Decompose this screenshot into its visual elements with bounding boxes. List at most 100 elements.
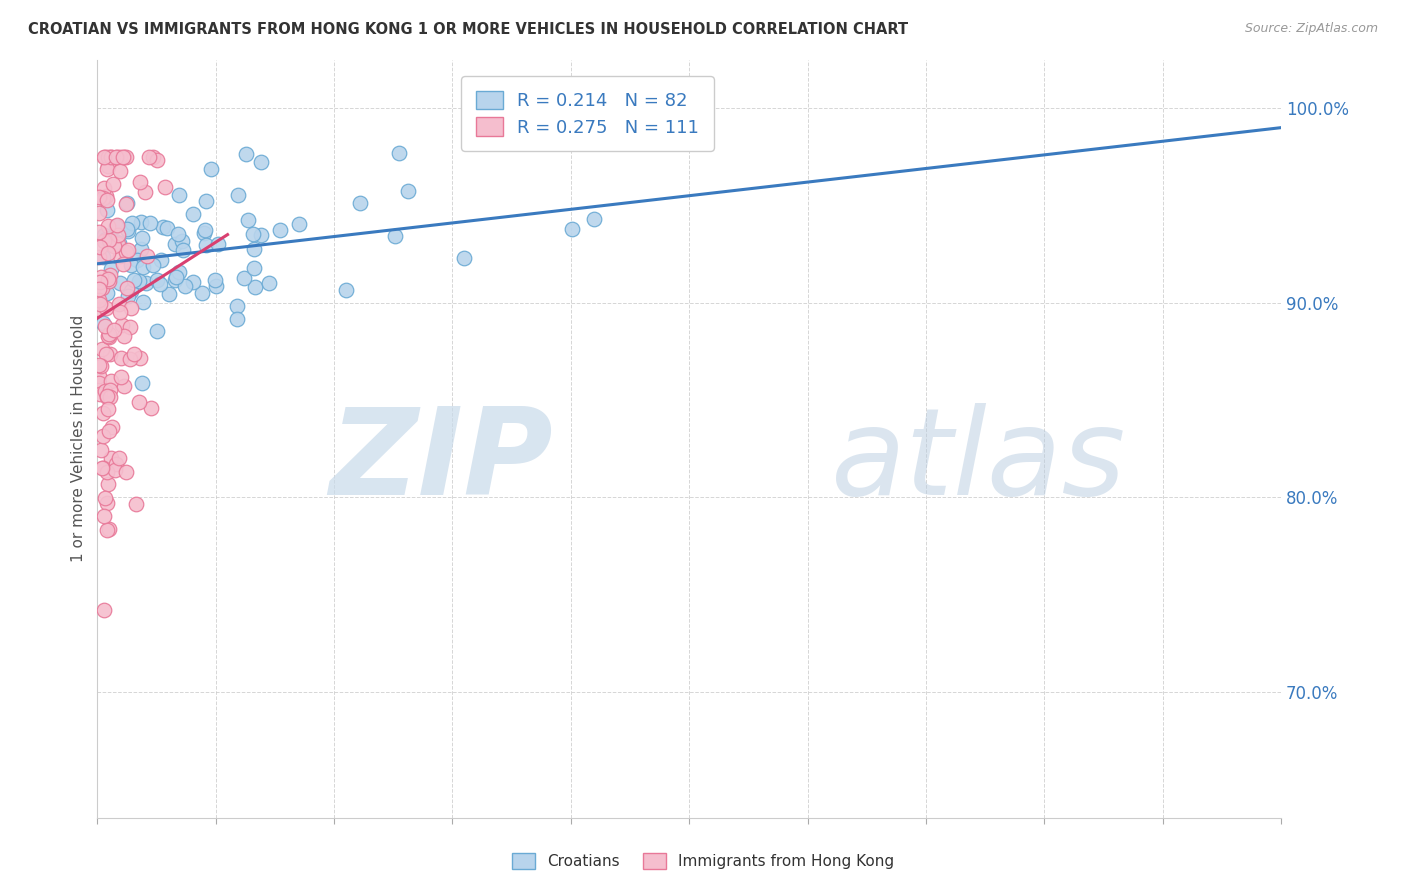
Point	[134, 185, 156, 199]
Point	[453, 251, 475, 265]
Point	[114, 197, 136, 211]
Point	[93, 509, 115, 524]
Point	[167, 187, 190, 202]
Point	[87, 225, 110, 239]
Point	[250, 228, 273, 243]
Point	[124, 346, 146, 360]
Point	[149, 252, 172, 267]
Point	[163, 237, 186, 252]
Point	[93, 150, 115, 164]
Point	[172, 243, 194, 257]
Point	[103, 323, 125, 337]
Point	[115, 281, 138, 295]
Point	[94, 384, 117, 398]
Point	[96, 202, 118, 217]
Point	[96, 496, 118, 510]
Point	[91, 460, 114, 475]
Point	[89, 239, 111, 253]
Point	[146, 325, 169, 339]
Point	[242, 242, 264, 256]
Point	[167, 265, 190, 279]
Point	[111, 150, 134, 164]
Point	[87, 190, 110, 204]
Point	[98, 424, 121, 438]
Point	[87, 293, 110, 308]
Point	[87, 358, 110, 372]
Point	[235, 147, 257, 161]
Point	[93, 228, 115, 243]
Point	[94, 346, 117, 360]
Point	[97, 477, 120, 491]
Point	[582, 212, 605, 227]
Point	[97, 271, 120, 285]
Point	[129, 175, 152, 189]
Point	[132, 260, 155, 274]
Point	[205, 279, 228, 293]
Point	[129, 242, 152, 256]
Point	[98, 347, 121, 361]
Point	[257, 276, 280, 290]
Point	[108, 249, 131, 263]
Point	[98, 237, 121, 252]
Point	[228, 187, 250, 202]
Point	[98, 268, 121, 283]
Point	[96, 389, 118, 403]
Point	[110, 369, 132, 384]
Point	[225, 299, 247, 313]
Point	[97, 245, 120, 260]
Point	[100, 383, 122, 397]
Point	[112, 150, 135, 164]
Point	[195, 194, 218, 209]
Point	[139, 401, 162, 415]
Point	[105, 218, 128, 232]
Point	[138, 150, 160, 164]
Point	[89, 387, 111, 401]
Point	[90, 359, 112, 373]
Point	[146, 272, 169, 286]
Point	[97, 159, 120, 173]
Point	[131, 376, 153, 391]
Point	[384, 229, 406, 244]
Point	[120, 301, 142, 316]
Point	[128, 274, 150, 288]
Point	[139, 216, 162, 230]
Point	[94, 491, 117, 506]
Point	[114, 465, 136, 479]
Point	[87, 376, 110, 390]
Point	[117, 244, 139, 258]
Point	[104, 463, 127, 477]
Point	[104, 234, 127, 248]
Point	[157, 286, 180, 301]
Point	[94, 150, 117, 164]
Point	[142, 258, 165, 272]
Point	[165, 270, 187, 285]
Point	[87, 206, 110, 220]
Point	[87, 250, 110, 264]
Point	[107, 450, 129, 465]
Point	[135, 276, 157, 290]
Point	[156, 221, 179, 235]
Point	[120, 284, 142, 298]
Point	[87, 368, 110, 383]
Point	[112, 257, 135, 271]
Point	[226, 312, 249, 326]
Point	[91, 190, 114, 204]
Point	[335, 284, 357, 298]
Point	[100, 451, 122, 466]
Text: CROATIAN VS IMMIGRANTS FROM HONG KONG 1 OR MORE VEHICLES IN HOUSEHOLD CORRELATIO: CROATIAN VS IMMIGRANTS FROM HONG KONG 1 …	[28, 22, 908, 37]
Point	[200, 162, 222, 177]
Point	[96, 524, 118, 538]
Point	[181, 207, 204, 221]
Point	[100, 374, 122, 388]
Point	[163, 273, 186, 287]
Point	[110, 351, 132, 365]
Point	[90, 269, 112, 284]
Point	[93, 603, 115, 617]
Point	[153, 179, 176, 194]
Point	[242, 227, 264, 241]
Point	[250, 155, 273, 169]
Point	[204, 273, 226, 287]
Point	[91, 250, 114, 264]
Legend: R = 0.214   N = 82, R = 0.275   N = 111: R = 0.214 N = 82, R = 0.275 N = 111	[461, 76, 714, 151]
Point	[118, 320, 141, 334]
